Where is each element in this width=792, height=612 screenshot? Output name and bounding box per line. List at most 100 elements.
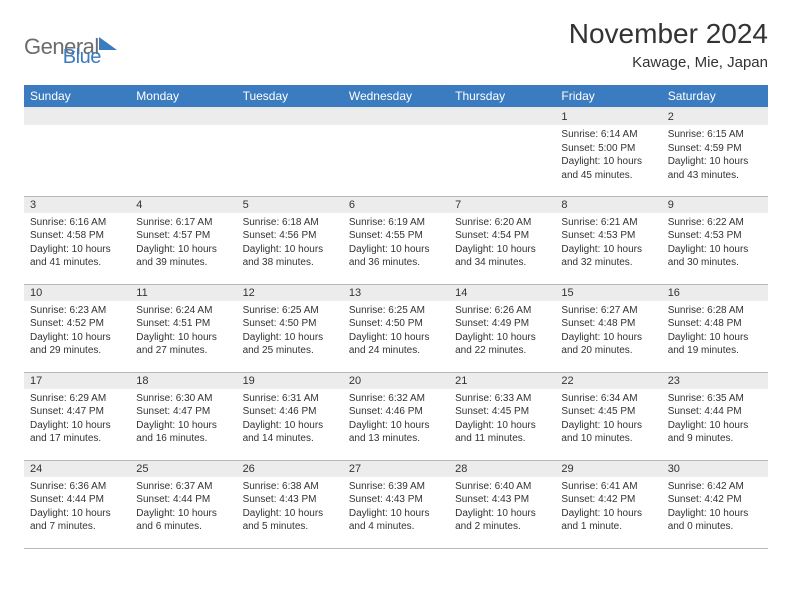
weekday-header: Monday	[130, 85, 236, 108]
day-details: Sunrise: 6:26 AMSunset: 4:49 PMDaylight:…	[449, 301, 555, 362]
day-number: 1	[555, 109, 661, 125]
day-details: Sunrise: 6:20 AMSunset: 4:54 PMDaylight:…	[449, 213, 555, 274]
day-details: Sunrise: 6:17 AMSunset: 4:57 PMDaylight:…	[130, 213, 236, 274]
calendar-day-cell: 28Sunrise: 6:40 AMSunset: 4:43 PMDayligh…	[449, 460, 555, 548]
day-number: 9	[662, 197, 768, 213]
day-details: Sunrise: 6:30 AMSunset: 4:47 PMDaylight:…	[130, 389, 236, 450]
day-details: Sunrise: 6:42 AMSunset: 4:42 PMDaylight:…	[662, 477, 768, 538]
calendar-day-cell: 26Sunrise: 6:38 AMSunset: 4:43 PMDayligh…	[237, 460, 343, 548]
day-details: Sunrise: 6:31 AMSunset: 4:46 PMDaylight:…	[237, 389, 343, 450]
day-details: Sunrise: 6:38 AMSunset: 4:43 PMDaylight:…	[237, 477, 343, 538]
day-number: 22	[555, 373, 661, 389]
day-number: 20	[343, 373, 449, 389]
day-number: 24	[24, 461, 130, 477]
calendar-day-cell: 9Sunrise: 6:22 AMSunset: 4:53 PMDaylight…	[662, 196, 768, 284]
day-details: Sunrise: 6:18 AMSunset: 4:56 PMDaylight:…	[237, 213, 343, 274]
day-number: 26	[237, 461, 343, 477]
calendar-day-cell: 11Sunrise: 6:24 AMSunset: 4:51 PMDayligh…	[130, 284, 236, 372]
logo-text-blue: Blue	[63, 46, 101, 69]
day-details: Sunrise: 6:39 AMSunset: 4:43 PMDaylight:…	[343, 477, 449, 538]
day-details: Sunrise: 6:41 AMSunset: 4:42 PMDaylight:…	[555, 477, 661, 538]
day-number: 30	[662, 461, 768, 477]
calendar-day-cell: 16Sunrise: 6:28 AMSunset: 4:48 PMDayligh…	[662, 284, 768, 372]
day-details: Sunrise: 6:19 AMSunset: 4:55 PMDaylight:…	[343, 213, 449, 274]
calendar-day-cell: 24Sunrise: 6:36 AMSunset: 4:44 PMDayligh…	[24, 460, 130, 548]
calendar-week-row: 1Sunrise: 6:14 AMSunset: 5:00 PMDaylight…	[24, 108, 768, 196]
day-number: 16	[662, 285, 768, 301]
day-number: 18	[130, 373, 236, 389]
day-details: Sunrise: 6:28 AMSunset: 4:48 PMDaylight:…	[662, 301, 768, 362]
day-number-empty	[237, 109, 343, 125]
calendar-day-cell: 22Sunrise: 6:34 AMSunset: 4:45 PMDayligh…	[555, 372, 661, 460]
day-number: 28	[449, 461, 555, 477]
day-details: Sunrise: 6:14 AMSunset: 5:00 PMDaylight:…	[555, 125, 661, 186]
calendar-week-row: 17Sunrise: 6:29 AMSunset: 4:47 PMDayligh…	[24, 372, 768, 460]
calendar-day-cell: 23Sunrise: 6:35 AMSunset: 4:44 PMDayligh…	[662, 372, 768, 460]
day-number: 4	[130, 197, 236, 213]
weekday-header: Saturday	[662, 85, 768, 108]
day-number: 12	[237, 285, 343, 301]
calendar-day-cell: 21Sunrise: 6:33 AMSunset: 4:45 PMDayligh…	[449, 372, 555, 460]
calendar-empty-cell	[449, 108, 555, 196]
calendar-day-cell: 8Sunrise: 6:21 AMSunset: 4:53 PMDaylight…	[555, 196, 661, 284]
calendar-empty-cell	[343, 108, 449, 196]
day-details: Sunrise: 6:15 AMSunset: 4:59 PMDaylight:…	[662, 125, 768, 186]
day-number: 19	[237, 373, 343, 389]
calendar-empty-cell	[237, 108, 343, 196]
day-number: 13	[343, 285, 449, 301]
weekday-header: Friday	[555, 85, 661, 108]
day-number: 29	[555, 461, 661, 477]
day-number: 5	[237, 197, 343, 213]
month-title: November 2024	[569, 18, 768, 50]
day-details: Sunrise: 6:29 AMSunset: 4:47 PMDaylight:…	[24, 389, 130, 450]
header: General Blue November 2024 Kawage, Mie, …	[24, 18, 768, 71]
day-details: Sunrise: 6:32 AMSunset: 4:46 PMDaylight:…	[343, 389, 449, 450]
day-number: 8	[555, 197, 661, 213]
day-details: Sunrise: 6:23 AMSunset: 4:52 PMDaylight:…	[24, 301, 130, 362]
day-number: 15	[555, 285, 661, 301]
title-block: November 2024 Kawage, Mie, Japan	[569, 18, 768, 71]
day-number: 23	[662, 373, 768, 389]
logo-triangle-icon	[99, 37, 117, 50]
day-details: Sunrise: 6:24 AMSunset: 4:51 PMDaylight:…	[130, 301, 236, 362]
calendar-day-cell: 4Sunrise: 6:17 AMSunset: 4:57 PMDaylight…	[130, 196, 236, 284]
calendar-week-row: 24Sunrise: 6:36 AMSunset: 4:44 PMDayligh…	[24, 460, 768, 548]
calendar-week-row: 3Sunrise: 6:16 AMSunset: 4:58 PMDaylight…	[24, 196, 768, 284]
calendar-empty-cell	[130, 108, 236, 196]
calendar-day-cell: 1Sunrise: 6:14 AMSunset: 5:00 PMDaylight…	[555, 108, 661, 196]
location: Kawage, Mie, Japan	[569, 54, 768, 71]
calendar-day-cell: 17Sunrise: 6:29 AMSunset: 4:47 PMDayligh…	[24, 372, 130, 460]
day-number: 21	[449, 373, 555, 389]
day-number: 6	[343, 197, 449, 213]
day-number: 11	[130, 285, 236, 301]
day-details: Sunrise: 6:22 AMSunset: 4:53 PMDaylight:…	[662, 213, 768, 274]
day-details: Sunrise: 6:36 AMSunset: 4:44 PMDaylight:…	[24, 477, 130, 538]
day-number: 2	[662, 109, 768, 125]
day-details: Sunrise: 6:21 AMSunset: 4:53 PMDaylight:…	[555, 213, 661, 274]
day-details: Sunrise: 6:25 AMSunset: 4:50 PMDaylight:…	[343, 301, 449, 362]
calendar-day-cell: 15Sunrise: 6:27 AMSunset: 4:48 PMDayligh…	[555, 284, 661, 372]
calendar-day-cell: 13Sunrise: 6:25 AMSunset: 4:50 PMDayligh…	[343, 284, 449, 372]
calendar-day-cell: 20Sunrise: 6:32 AMSunset: 4:46 PMDayligh…	[343, 372, 449, 460]
day-number-empty	[24, 109, 130, 125]
day-details: Sunrise: 6:35 AMSunset: 4:44 PMDaylight:…	[662, 389, 768, 450]
calendar-day-cell: 5Sunrise: 6:18 AMSunset: 4:56 PMDaylight…	[237, 196, 343, 284]
calendar-day-cell: 30Sunrise: 6:42 AMSunset: 4:42 PMDayligh…	[662, 460, 768, 548]
weekday-header: Sunday	[24, 85, 130, 108]
day-details: Sunrise: 6:16 AMSunset: 4:58 PMDaylight:…	[24, 213, 130, 274]
day-number-empty	[449, 109, 555, 125]
calendar-week-row: 10Sunrise: 6:23 AMSunset: 4:52 PMDayligh…	[24, 284, 768, 372]
day-number: 10	[24, 285, 130, 301]
day-number-empty	[130, 109, 236, 125]
calendar-day-cell: 29Sunrise: 6:41 AMSunset: 4:42 PMDayligh…	[555, 460, 661, 548]
calendar-day-cell: 3Sunrise: 6:16 AMSunset: 4:58 PMDaylight…	[24, 196, 130, 284]
day-number: 3	[24, 197, 130, 213]
calendar-day-cell: 7Sunrise: 6:20 AMSunset: 4:54 PMDaylight…	[449, 196, 555, 284]
day-details: Sunrise: 6:34 AMSunset: 4:45 PMDaylight:…	[555, 389, 661, 450]
weekday-header: Thursday	[449, 85, 555, 108]
weekday-header: Tuesday	[237, 85, 343, 108]
day-details: Sunrise: 6:27 AMSunset: 4:48 PMDaylight:…	[555, 301, 661, 362]
calendar-day-cell: 2Sunrise: 6:15 AMSunset: 4:59 PMDaylight…	[662, 108, 768, 196]
calendar-day-cell: 12Sunrise: 6:25 AMSunset: 4:50 PMDayligh…	[237, 284, 343, 372]
logo: General Blue	[24, 18, 101, 69]
